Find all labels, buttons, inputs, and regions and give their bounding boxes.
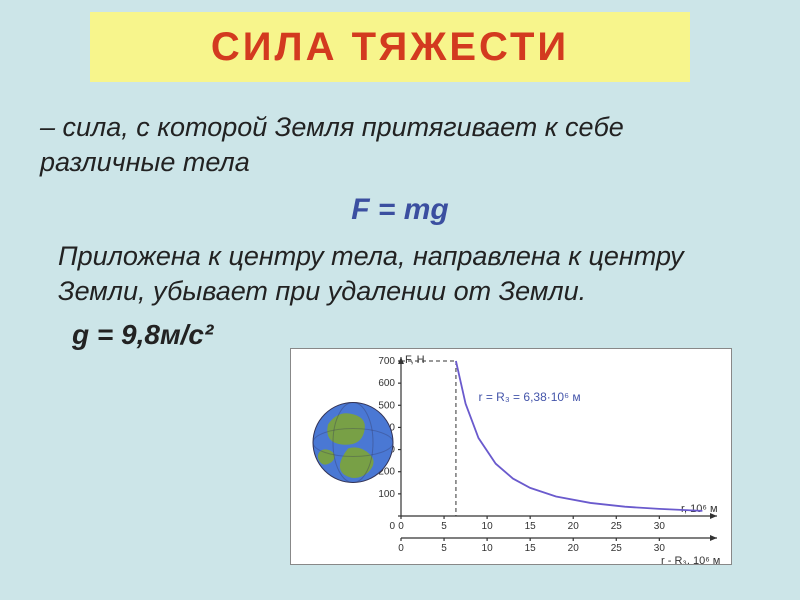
svg-text:25: 25	[611, 521, 623, 532]
svg-text:10: 10	[482, 543, 494, 554]
svg-text:600: 600	[378, 378, 395, 389]
svg-text:10: 10	[482, 521, 494, 532]
svg-text:100: 100	[378, 489, 395, 500]
svg-text:20: 20	[568, 521, 580, 532]
chart-svg: 1002003004005006007000510152025300510152…	[291, 349, 731, 564]
svg-text:25: 25	[611, 543, 623, 554]
formula-text: F = mg	[40, 190, 760, 229]
svg-text:500: 500	[378, 400, 395, 411]
gravity-chart: 1002003004005006007000510152025300510152…	[290, 348, 732, 565]
svg-text:0: 0	[398, 543, 404, 554]
svg-text:700: 700	[378, 356, 395, 367]
svg-text:15: 15	[525, 521, 537, 532]
svg-text:0: 0	[398, 521, 404, 532]
svg-text:15: 15	[525, 543, 537, 554]
svg-text:5: 5	[441, 543, 447, 554]
title-banner: СИЛА ТЯЖЕСТИ	[90, 12, 690, 82]
svg-text:r = R₃ = 6,38·10⁶ м: r = R₃ = 6,38·10⁶ м	[479, 390, 581, 404]
svg-text:0: 0	[389, 521, 395, 532]
content-block: – сила, с которой Земля притягивает к се…	[40, 110, 760, 354]
svg-text:r - R₃, 10⁶ м: r - R₃, 10⁶ м	[661, 555, 720, 564]
application-text: Приложена к центру тела, направлена к це…	[40, 239, 760, 309]
definition-text: – сила, с которой Земля притягивает к се…	[40, 110, 760, 180]
page-title: СИЛА ТЯЖЕСТИ	[211, 25, 569, 70]
svg-text:30: 30	[654, 521, 666, 532]
svg-text:F, Н: F, Н	[405, 354, 425, 366]
svg-text:20: 20	[568, 543, 580, 554]
svg-text:r, 10⁶ м: r, 10⁶ м	[681, 503, 718, 515]
svg-text:30: 30	[654, 543, 666, 554]
svg-text:5: 5	[441, 521, 447, 532]
